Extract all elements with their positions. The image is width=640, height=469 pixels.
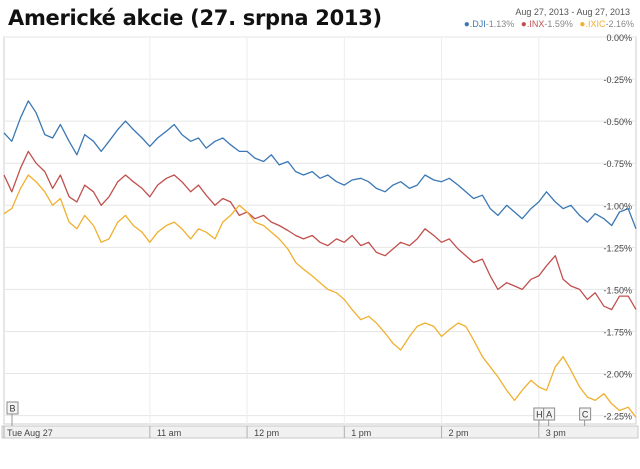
x-tick-label: 11 am	[157, 428, 181, 438]
event-marker-label: B	[9, 404, 15, 414]
y-tick-label: -0.25%	[603, 75, 632, 85]
legend-dot-icon: ●	[463, 19, 470, 30]
y-tick-label: 0.00%	[606, 33, 632, 43]
legend-symbol: .IXIC	[585, 19, 606, 29]
event-marker-box	[6, 401, 19, 415]
legend-change: -1.59%	[544, 19, 573, 29]
y-tick-label: -1.75%	[603, 327, 632, 337]
series-line-dji[interactable]	[3, 100, 637, 230]
legend-change: -2.16%	[605, 19, 634, 29]
event-marker-label: H	[536, 410, 543, 420]
event-marker-box	[543, 407, 556, 421]
legend-entry-inx[interactable]: ●.INX-1.59%	[520, 19, 576, 30]
legend-entry-ixic[interactable]: ●.IXIC-2.16%	[579, 19, 634, 30]
x-axis-bar	[1, 425, 639, 439]
date-range-separator: -	[571, 7, 575, 17]
event-marker-label: A	[546, 410, 552, 420]
y-tick-label: -2.00%	[603, 370, 632, 380]
y-tick-label: -2.25%	[603, 412, 632, 422]
chart-title: Americké akcie (27. srpna 2013)	[8, 6, 382, 30]
date-range-start: Aug 27, 2013	[515, 7, 569, 17]
y-tick-label: -1.00%	[603, 201, 632, 211]
legend-symbol: .INX	[526, 19, 545, 29]
y-tick-label: -1.25%	[603, 243, 632, 253]
x-tick-label: Tue Aug 27	[7, 428, 53, 438]
x-tick-label: 3 pm	[546, 428, 566, 438]
event-marker-label: C	[582, 410, 589, 420]
event-marker-c[interactable]: C	[579, 407, 592, 426]
series-line-ixic[interactable]	[3, 174, 637, 418]
legend-symbol: .DJI	[469, 19, 486, 29]
y-tick-label: -0.50%	[603, 117, 632, 127]
event-marker-b[interactable]: B	[6, 401, 19, 426]
x-tick-label: 2 pm	[449, 428, 469, 438]
date-range-end: Aug 27, 2013	[576, 7, 630, 17]
event-marker-box	[579, 407, 592, 421]
x-tick-label: 1 pm	[351, 428, 371, 438]
legend-entry-dji[interactable]: ●.DJI-1.13%	[463, 19, 517, 30]
y-tick-label: -1.50%	[603, 285, 632, 295]
event-marker-a[interactable]: A	[543, 407, 556, 426]
y-tick-label: -0.75%	[603, 159, 632, 169]
x-tick-label: 12 pm	[254, 428, 279, 438]
legend: ●.DJI-1.13% ●.INX-1.59% ●.IXIC-2.16%	[460, 19, 634, 30]
legend-dot-icon: ●	[520, 19, 527, 30]
legend-dot-icon: ●	[579, 19, 586, 30]
legend-change: -1.13%	[485, 19, 515, 29]
plot-area	[3, 36, 637, 425]
date-range: Aug 27, 2013 - Aug 27, 2013	[515, 7, 630, 17]
series-line-inx[interactable]	[3, 150, 637, 311]
